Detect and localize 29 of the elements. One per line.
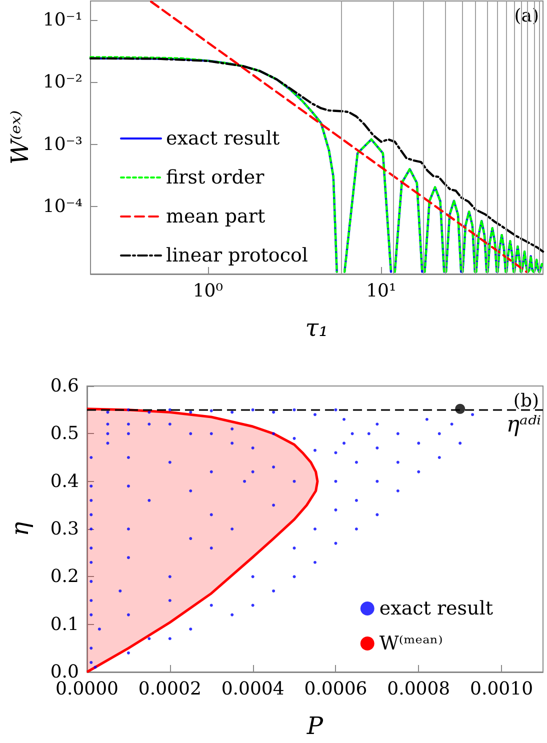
y-axis-title: W⁽ᵉˣ⁾ [6, 110, 34, 165]
x-axis-title: τ₁ [305, 314, 328, 342]
x-tick-label: 0.0006 [304, 678, 368, 700]
y-tick-label: 0.4 [50, 470, 79, 492]
legend-label: linear protocol [166, 244, 308, 266]
y-tick-label: 0.6 [50, 376, 79, 396]
x-tick-label: 0.0008 [387, 678, 450, 700]
x-tick-label: 10¹ [366, 280, 396, 302]
x-tick-label: 0.0002 [138, 678, 202, 700]
y-tick-label: 0.3 [50, 518, 79, 540]
legend-label: W⁽ᵐᵉᵃⁿ⁾ [379, 632, 443, 654]
y-tick-label: 10⁻² [42, 72, 83, 93]
legend-label: exact result [379, 598, 494, 620]
ref-line-label: ηᵃᵈⁱ [506, 412, 541, 438]
x-tick-label: 0.0010 [470, 678, 534, 700]
legend-label: first order [166, 166, 266, 188]
annotation: (b) [513, 390, 540, 412]
y-tick-label: 0.5 [50, 423, 79, 444]
x-axis-title: P [306, 712, 324, 740]
y-tick-label: 10⁻¹ [42, 9, 83, 30]
legend-label: mean part [166, 206, 266, 228]
y-tick-label: 0.1 [50, 614, 79, 635]
x-tick-label: 0.0004 [221, 678, 284, 700]
x-tick-label: 10⁰ [192, 280, 223, 302]
y-tick-label: 10⁻³ [42, 134, 83, 155]
y-axis-title: η [6, 521, 34, 536]
legend-label: exact result [166, 128, 280, 150]
y-tick-label: 10⁻⁴ [42, 196, 83, 218]
y-tick-label: 0.2 [50, 566, 79, 588]
